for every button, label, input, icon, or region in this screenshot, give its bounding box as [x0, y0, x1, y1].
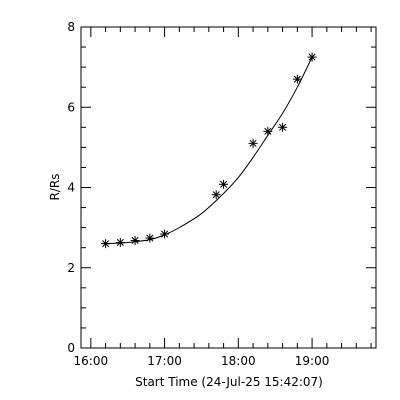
x-tick-label: 19:00: [295, 354, 330, 368]
plot-frame: [80, 26, 377, 349]
y-tick-label: 6: [67, 100, 75, 114]
data-point: [101, 239, 111, 249]
data-point: [219, 179, 229, 189]
y-tick-label: 2: [67, 261, 75, 275]
data-point: [307, 52, 317, 62]
y-tick-label: 4: [67, 181, 75, 195]
y-tick-label: 8: [67, 20, 75, 34]
data-point: [263, 126, 273, 136]
data-point: [145, 233, 155, 243]
fit-curve: [105, 56, 313, 245]
data-point: [248, 138, 258, 148]
fit-curve-group: [105, 56, 313, 245]
data-point: [160, 229, 170, 239]
data-point: [115, 237, 125, 247]
x-tick-label: 18:00: [221, 354, 256, 368]
x-tick-label: 17:00: [147, 354, 182, 368]
x-axis-label: Start Time (24-Jul-25 15:42:07): [135, 375, 323, 389]
data-point: [278, 122, 288, 132]
data-point: [211, 190, 221, 200]
axes: [80, 26, 377, 349]
data-points: [101, 52, 317, 249]
x-tick-label: 16:00: [74, 354, 109, 368]
ticks: 0 2 4 6 8 16:00 17:00 18:00 19:00: [67, 20, 376, 368]
data-point: [292, 74, 302, 84]
y-axis-label: R/Rs: [48, 174, 62, 201]
y-tick-label: 0: [67, 341, 75, 355]
data-point: [130, 235, 140, 245]
